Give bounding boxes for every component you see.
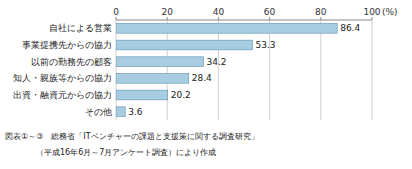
category-label: 自社による営業	[49, 23, 112, 33]
bars	[116, 24, 337, 117]
grid-line	[269, 20, 270, 120]
bar	[116, 40, 252, 50]
data-label: 20.2	[171, 90, 191, 100]
grid-line	[372, 20, 373, 120]
category-label: 知人・親族等からの協力	[13, 73, 112, 83]
bar	[116, 24, 337, 34]
bar	[116, 90, 168, 100]
tick-label: 80	[315, 7, 327, 17]
category-label: 事業提携先からの協力	[22, 40, 112, 50]
data-label: 3.6	[128, 107, 143, 117]
data-label: 53.3	[255, 40, 275, 50]
grid-line	[320, 20, 321, 120]
data-label: 86.4	[340, 23, 360, 33]
grid-line	[116, 20, 117, 120]
axis-line	[116, 20, 372, 21]
footnote: （平成16年6月～7月アンケート調査）により作成	[36, 148, 216, 157]
tick-label: 40	[213, 7, 225, 17]
category-label: 以前の勤務先の顧客	[31, 57, 112, 67]
category-label: その他	[85, 107, 112, 117]
tick-label: 100	[363, 7, 380, 17]
grid-line	[167, 20, 168, 120]
footnote: 図表①～③ 総務省「ITベンチャーの課題と支援策に関する調査研究」	[5, 132, 259, 141]
tick-label: 0	[113, 7, 119, 17]
category-label: 出資・融資元からの協力	[13, 90, 112, 100]
grid-line	[218, 20, 219, 120]
data-label: 28.4	[192, 73, 212, 83]
tick-label: 60	[264, 7, 276, 17]
chart-svg: 0 20 40 60 80 100(%) 3.6 その他 20.2 出資・融資元からの協力 28.4…	[0, 0, 412, 169]
footnotes: 図表①～③ 総務省「ITベンチャーの課題と支援策に関する調査研究」 （平成16年6…	[5, 132, 259, 157]
x-axis: 0 20 40 60 80 100(%)	[113, 7, 397, 120]
bar	[116, 57, 204, 67]
axis-label: (%)	[382, 7, 398, 17]
labels: 3.6 その他 20.2 出資・融資元からの協力 28.4 知人・親族等からの協力 34.2…	[13, 23, 360, 116]
chart-container: 0 20 40 60 80 100(%) 3.6 その他 20.2 出資・融資元からの協力 28.4…	[0, 0, 412, 169]
bar	[116, 107, 125, 117]
bar	[116, 74, 189, 84]
tick-label: 20	[161, 7, 173, 17]
data-label: 34.2	[207, 57, 227, 67]
